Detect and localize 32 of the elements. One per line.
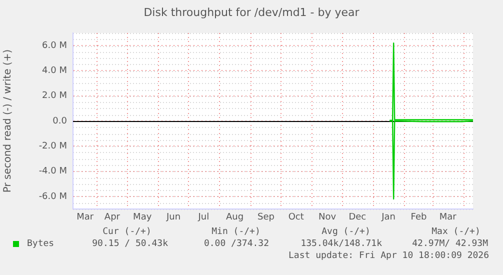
x-tick-label: Oct <box>288 212 304 223</box>
x-tick-label: Feb <box>410 212 427 223</box>
x-tick-label: Sep <box>257 212 275 223</box>
y-tick-label: 6.0 M <box>42 40 67 51</box>
x-tick-label: Mar <box>439 212 457 223</box>
text: Cur (-/+) <box>102 227 152 237</box>
text: 0.00 /374.32 <box>202 239 269 249</box>
x-tick-label: Mar <box>76 212 94 223</box>
x-tick-label: May <box>133 212 152 223</box>
x-tick-label: Dec <box>348 212 366 223</box>
x-tick-label: Aug <box>226 212 244 223</box>
x-tick-label: Apr <box>104 212 120 223</box>
x-tick-label: Nov <box>318 212 337 223</box>
y-tick-label: 4.0 M <box>42 66 67 76</box>
y-tick-label: 2.0 M <box>42 91 67 102</box>
y-tick-label: -2.0 M <box>38 141 67 152</box>
text: 90.15 / 50.43k <box>91 239 168 249</box>
y-axis-title: Pr second read (-) / write (+) <box>2 49 14 193</box>
legend-label: Bytes <box>27 239 54 249</box>
text: Max (-/+) <box>430 227 482 237</box>
text: 42.97M/ 42.93M <box>411 239 488 249</box>
y-tick-label: -4.0 M <box>38 166 67 177</box>
y-tick-label: -6.0 M <box>38 192 67 202</box>
y-tick-label: 0.0 <box>52 116 68 126</box>
text: Min (-/+) <box>210 227 262 237</box>
text: 135.04k/148.71k <box>300 239 382 249</box>
x-tick-label: Jan <box>380 212 396 223</box>
text: Avg (-/+) <box>320 227 372 237</box>
text: Last update: Fri Apr 10 18:00:09 2026 <box>288 251 489 261</box>
x-tick-label: Jul <box>197 212 210 223</box>
x-tick-label: Jun <box>165 212 181 223</box>
chart-title: Disk throughput for /dev/md1 - by year <box>142 6 360 19</box>
